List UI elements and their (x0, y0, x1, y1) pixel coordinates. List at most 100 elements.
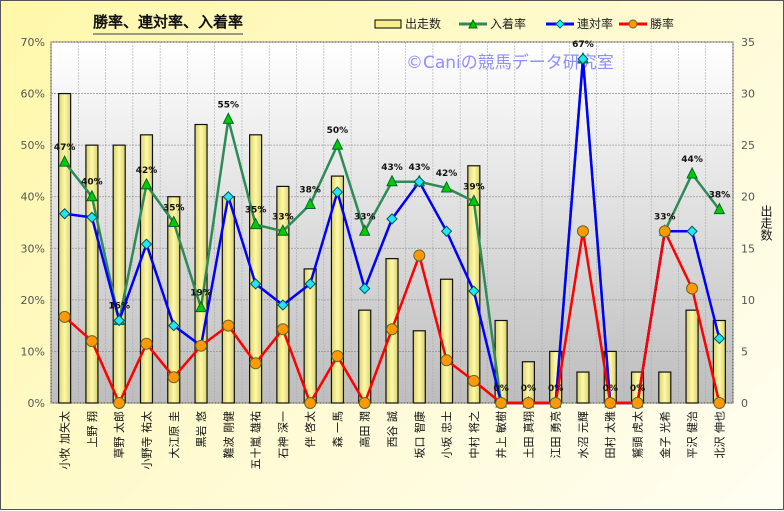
x-tick-label: 平沢 健治 (685, 411, 699, 459)
legend-show-rate: 入着率 (459, 15, 526, 32)
point-win-rate (440, 354, 453, 367)
point-win-rate (249, 357, 262, 370)
y-right-axis-label: 出走数 (759, 205, 773, 242)
x-tick-label: 小牧 加矢太 (58, 411, 72, 470)
y-right-tick-label: 35 (741, 36, 755, 49)
point-win-rate (58, 310, 71, 323)
legend-circle-swatch (619, 19, 647, 28)
y-right-tick-label: 25 (741, 139, 755, 152)
point-win-rate (195, 339, 208, 352)
y-left-tick-label: 30% (21, 242, 45, 255)
data-label: 0% (493, 384, 508, 394)
data-label: 33% (654, 212, 676, 222)
data-label: 0% (630, 384, 645, 394)
x-tick-label: 北沢 伸也 (712, 411, 726, 459)
data-label: 19% (190, 289, 212, 299)
bar-starts (221, 196, 235, 404)
legend-label: 連対率 (577, 17, 614, 31)
data-label: 0% (603, 384, 618, 394)
x-tick-label: 難波 剛健 (222, 411, 235, 459)
point-place-rate (686, 225, 698, 237)
x-tick-label: 伴 啓太 (303, 411, 317, 448)
point-show-rate (304, 197, 316, 209)
x-tick-label: 鷲頭 虎太 (631, 411, 645, 459)
point-place-rate (140, 238, 153, 250)
x-tick-label: 石神 深一 (276, 411, 290, 459)
point-place-rate (249, 278, 262, 290)
bar-starts (576, 371, 590, 404)
point-place-rate (58, 208, 71, 220)
point-show-rate (358, 224, 371, 236)
y-right-tick-label: 20 (741, 191, 755, 204)
point-show-rate (713, 202, 726, 215)
data-label: 42% (136, 166, 158, 176)
point-place-rate (468, 285, 480, 297)
data-label: 33% (354, 212, 376, 222)
legend-label: 勝率 (650, 17, 675, 31)
point-win-rate (413, 249, 426, 262)
legend-label: 入着率 (490, 17, 527, 31)
y-left-tick-label: 50% (21, 139, 45, 152)
data-label: 47% (54, 143, 76, 153)
point-win-rate (358, 397, 371, 409)
data-label: 44% (681, 155, 703, 165)
data-label: 38% (709, 191, 731, 201)
bar-starts (330, 175, 345, 404)
bar-starts (658, 371, 672, 404)
data-label: 38% (299, 185, 321, 195)
point-win-rate (467, 374, 480, 387)
bar-starts (112, 144, 126, 404)
data-label: 16% (108, 301, 130, 311)
point-show-rate (440, 180, 453, 193)
point-place-rate (277, 299, 289, 311)
x-tick-label: 井上 敏樹 (494, 411, 508, 459)
point-win-rate (222, 319, 235, 332)
x-tick-label: 土田 真翔 (521, 411, 535, 459)
point-show-rate (277, 224, 289, 236)
point-win-rate (713, 397, 726, 409)
y-left-tick-label: 10% (21, 345, 45, 358)
data-label: 55% (218, 100, 240, 110)
y-left-tick-label: 70% (21, 36, 45, 49)
point-place-rate (413, 176, 425, 188)
point-place-rate (386, 213, 398, 225)
data-label: 67% (572, 40, 594, 50)
legend-triangle-swatch (459, 18, 487, 28)
bar-starts (685, 309, 699, 404)
chart-title: 勝率、連対率、入着率 (93, 11, 244, 35)
x-tick-label: 小坂 忠士 (441, 411, 454, 459)
y-left-tick-label: 60% (21, 88, 45, 101)
y-right-tick-label: 0 (741, 397, 748, 410)
legend-bar-swatch (374, 19, 402, 28)
bar-starts (194, 123, 208, 404)
x-tick-label: 小野寺 祐太 (140, 411, 153, 470)
data-label: 35% (163, 204, 185, 214)
point-show-rate (386, 174, 398, 187)
point-win-rate (604, 397, 617, 409)
x-tick-label: 大江原 圭 (167, 411, 181, 459)
y-right-tick-label: 10 (741, 294, 755, 307)
point-place-rate (577, 53, 589, 65)
x-tick-label: 森 一馬 (330, 411, 344, 448)
point-win-rate (549, 397, 562, 409)
point-place-rate (440, 225, 453, 237)
point-win-rate (140, 337, 153, 350)
bar-starts (412, 330, 426, 404)
y-left-tick-label: 0% (28, 397, 45, 410)
point-place-rate (331, 186, 344, 198)
x-tick-label: 江田 勇亮 (549, 411, 563, 459)
point-place-rate (304, 278, 316, 290)
data-label: 0% (521, 384, 536, 394)
data-label: 33% (272, 212, 294, 222)
x-tick-label: 田村 太雅 (603, 411, 617, 459)
x-tick-label: 高田 潤 (358, 411, 372, 448)
x-tick-label: 水沼 元輝 (576, 411, 590, 459)
x-tick-label: 中村 将之 (467, 411, 481, 459)
point-show-rate (249, 217, 262, 230)
x-tick-label: 黒岩 悠 (194, 411, 208, 448)
point-win-rate (113, 397, 126, 409)
data-label: 43% (381, 163, 403, 173)
point-place-rate (713, 332, 726, 345)
point-win-rate (686, 282, 699, 295)
